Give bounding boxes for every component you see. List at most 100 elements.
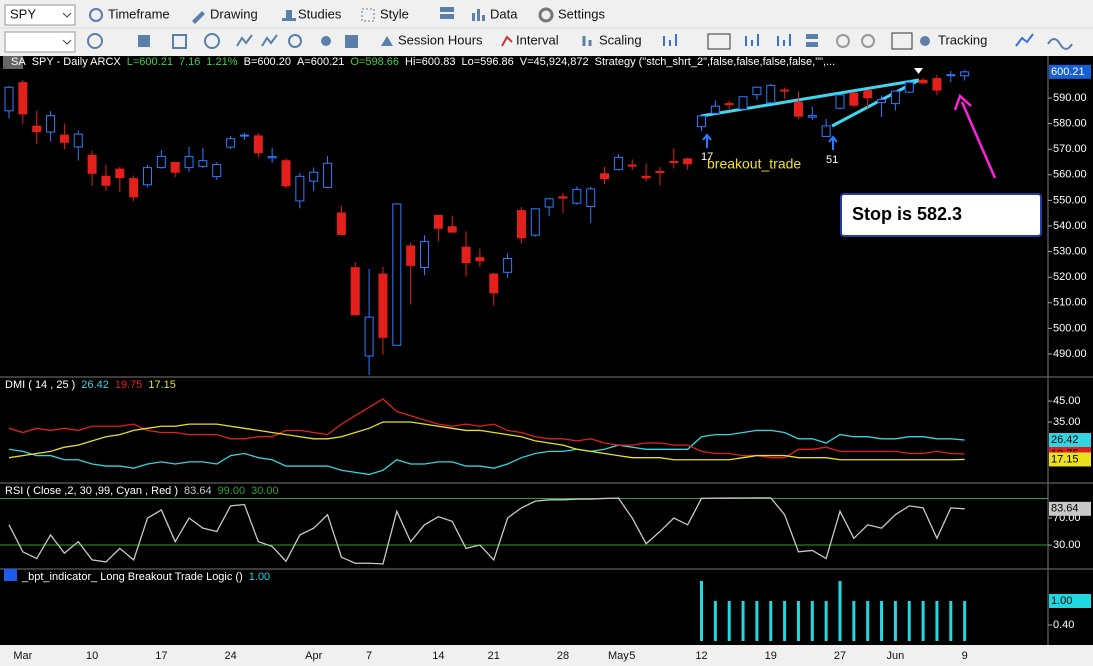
tool[interactable]: Session Hours (398, 32, 483, 47)
last-value-box (1049, 501, 1091, 516)
candle-body (683, 158, 693, 165)
menu[interactable]: Timeframe (108, 6, 170, 21)
icon (501, 35, 513, 47)
bar (783, 601, 787, 641)
candle-body (780, 89, 790, 92)
candle-body (793, 101, 803, 117)
indicator-line (8, 421, 965, 461)
candle-body (73, 133, 83, 148)
icon (538, 7, 554, 23)
bar (796, 601, 800, 641)
candle-body (433, 214, 443, 229)
candle-body (600, 173, 610, 180)
candle-body (32, 125, 42, 133)
candle-body (420, 241, 429, 268)
level-label: 30.00 (251, 485, 279, 497)
candle-body (295, 175, 305, 202)
tool[interactable]: Scaling (599, 32, 642, 47)
x-tick-label: Mar (13, 650, 32, 662)
x-tick-label: May (608, 650, 629, 662)
candle-body (281, 160, 291, 187)
icon (282, 10, 296, 21)
candle-body (516, 210, 526, 239)
menu[interactable]: Data (490, 6, 518, 21)
y-tick-label: 0.40 (1053, 619, 1074, 631)
candle-body (212, 164, 222, 178)
candle-body (530, 208, 540, 236)
candle-body (406, 245, 416, 266)
menu-labels: Timeframe Drawing Studies Style Data Set… (108, 6, 987, 47)
trendline[interactable] (831, 78, 920, 128)
header-item: 7.16 (179, 56, 200, 68)
icon (261, 34, 278, 47)
readout-box (1049, 594, 1091, 608)
candle-body (613, 156, 623, 171)
tool[interactable]: Interval (516, 32, 559, 47)
level-label: 99.00 (218, 485, 246, 497)
candle-body (724, 103, 734, 106)
entry-label: 17 (701, 151, 713, 163)
candle-body (960, 71, 970, 77)
bar (852, 601, 856, 641)
x-tick-label: 9 (962, 650, 968, 662)
trendline[interactable] (700, 78, 920, 118)
candle-body (710, 105, 720, 114)
tool[interactable]: Tracking (938, 32, 987, 47)
icon (806, 42, 818, 47)
header-item: Strategy ("stch_shrt_2",false,false,fals… (595, 56, 836, 68)
candle-body (115, 168, 125, 179)
last-value-box (1049, 433, 1091, 448)
candle-body (198, 160, 208, 167)
candle-body (170, 161, 180, 173)
panel-header: _bpt_indicator_ Long Breakout Trade Logi… (21, 571, 270, 583)
icon (891, 32, 913, 50)
indicator-line (8, 429, 965, 476)
candle-body (226, 138, 236, 148)
header-value: 83.64 (184, 485, 212, 497)
header-item: L=600.21 (127, 56, 173, 68)
x-tick-label: 5 (629, 650, 635, 662)
header-item: 1.21% (206, 56, 237, 68)
candle-body (821, 125, 831, 137)
x-tick-label: 21 (488, 650, 500, 662)
panel-title: RSI ( Close ,2, 30 ,99, Cyan , Red ) (5, 485, 178, 497)
bar (880, 601, 884, 641)
bar (810, 601, 814, 641)
candle-body (143, 167, 152, 186)
menu[interactable]: Style (380, 6, 409, 21)
candle-body (392, 203, 402, 346)
x-tick-label: Jun (887, 650, 905, 662)
panel-title: _bpt_indicator_ Long Breakout Trade Logi… (21, 571, 243, 583)
icon (381, 36, 393, 46)
dropdown-caret (62, 12, 72, 18)
y-tick-label: 560.00 (1053, 169, 1087, 181)
candle-body (918, 79, 928, 84)
x-tick-label: 19 (765, 650, 777, 662)
header-item: Lo=596.86 (461, 56, 513, 68)
chart-background (0, 56, 1093, 645)
candle-body (461, 246, 471, 264)
menu[interactable]: Studies (298, 6, 342, 21)
header-value: 19.75 (115, 379, 143, 391)
panel-header: RSI ( Close ,2, 30 ,99, Cyan , Red ) 83.6… (5, 485, 279, 497)
bar (700, 581, 703, 641)
y-tick-label: 530.00 (1053, 245, 1087, 257)
candle-body (364, 316, 374, 357)
candle-body (18, 82, 28, 115)
symbol-box[interactable] (4, 4, 76, 26)
entry-arrow (702, 133, 712, 148)
icon (1047, 38, 1073, 50)
panel-header: DMI ( 14 , 25 ) 26.42 19.75 17.15 (5, 379, 176, 391)
header-value: 1.00 (249, 571, 270, 583)
menu[interactable]: Settings (558, 6, 605, 21)
sa-badge (3, 56, 23, 69)
header-value: 17.15 (148, 379, 176, 391)
menu[interactable]: Drawing (210, 6, 258, 21)
candle-body (475, 257, 485, 262)
symbol[interactable]: SPY (10, 6, 36, 21)
candle-body (156, 155, 166, 169)
candle-body (904, 81, 914, 93)
interval-box[interactable] (4, 31, 76, 53)
x-tick-label: 14 (432, 650, 444, 662)
panel-header: SA SPY - Daily ARCX L=600.21 7.16 1.21% B=600… (11, 56, 835, 68)
